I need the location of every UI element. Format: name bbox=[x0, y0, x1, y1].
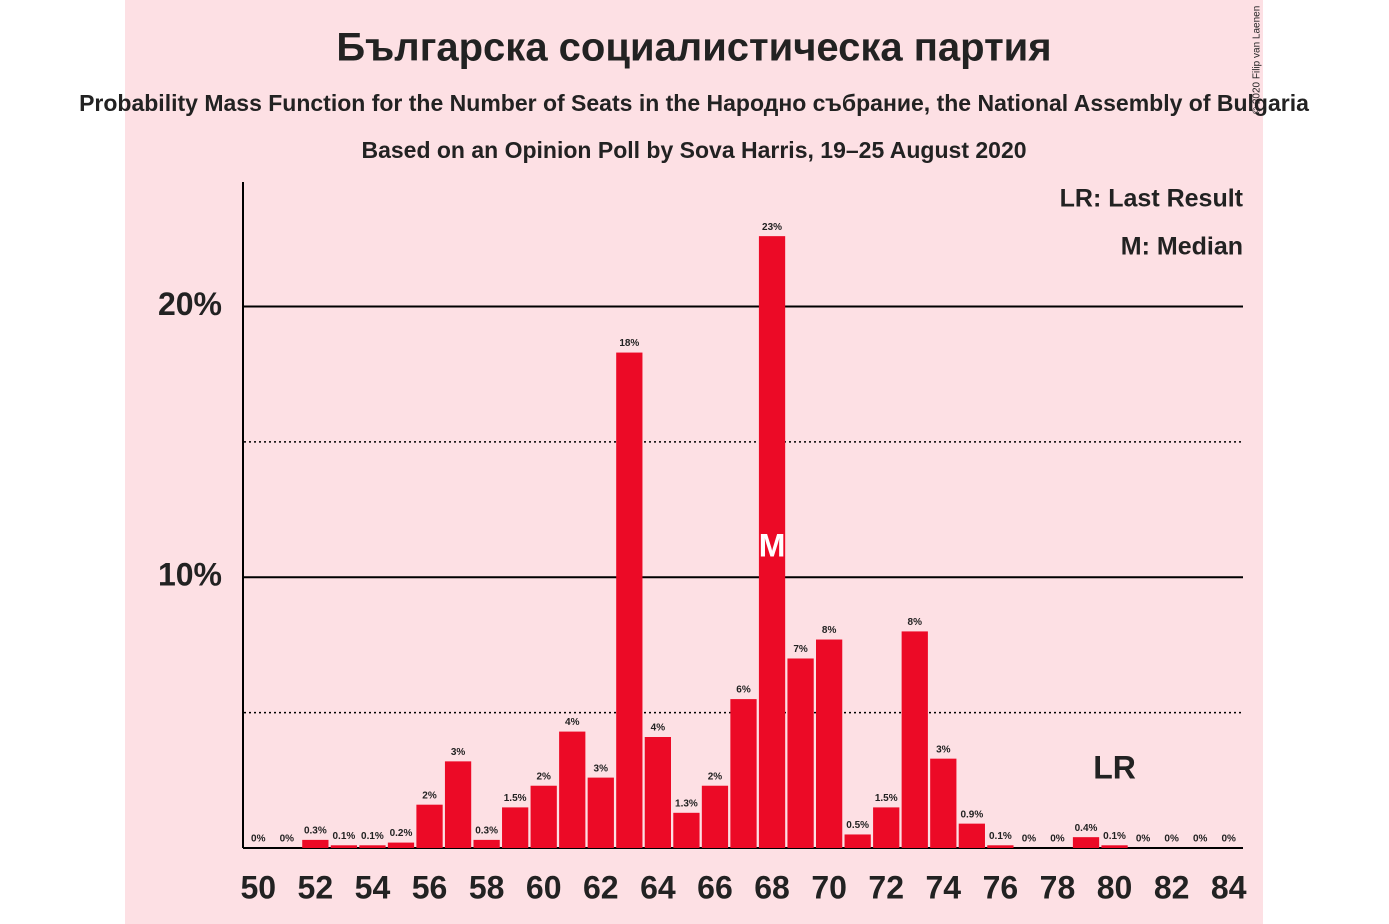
x-tick-label: 74 bbox=[926, 869, 962, 905]
value-label: 0.5% bbox=[846, 820, 869, 831]
value-label: 3% bbox=[451, 747, 466, 758]
x-tick-label: 76 bbox=[983, 869, 1019, 905]
value-label: 23% bbox=[762, 222, 782, 233]
value-label: 0.1% bbox=[333, 831, 356, 842]
annotation: LR bbox=[1093, 749, 1136, 785]
bar bbox=[987, 845, 1014, 848]
value-label: 18% bbox=[619, 338, 639, 349]
value-label: 0% bbox=[1136, 834, 1151, 845]
value-label: 0.1% bbox=[361, 831, 384, 842]
bar bbox=[359, 845, 386, 848]
bar bbox=[873, 807, 900, 848]
y-tick-label: 20% bbox=[158, 286, 222, 322]
bar bbox=[787, 658, 814, 848]
x-tick-label: 62 bbox=[583, 869, 619, 905]
value-label: 0.4% bbox=[1075, 823, 1098, 834]
bar bbox=[730, 699, 757, 848]
bar bbox=[901, 631, 928, 848]
x-tick-label: 70 bbox=[811, 869, 847, 905]
bar bbox=[444, 761, 472, 848]
value-label: 1.3% bbox=[675, 798, 698, 809]
bar bbox=[387, 842, 415, 848]
y-tick-label: 10% bbox=[158, 557, 222, 593]
bar bbox=[559, 731, 586, 848]
value-label: 2% bbox=[422, 790, 437, 801]
x-tick-label: 58 bbox=[469, 869, 505, 905]
x-tick-label: 72 bbox=[868, 869, 904, 905]
x-tick-label: 82 bbox=[1154, 869, 1190, 905]
bar bbox=[758, 236, 786, 848]
x-tick-label: 54 bbox=[355, 869, 391, 905]
value-label: 6% bbox=[736, 685, 751, 696]
bar bbox=[673, 812, 700, 848]
x-tick-label: 84 bbox=[1211, 869, 1247, 905]
bar bbox=[644, 737, 672, 848]
value-label: 1.5% bbox=[875, 793, 898, 804]
x-tick-label: 80 bbox=[1097, 869, 1133, 905]
x-tick-label: 56 bbox=[412, 869, 448, 905]
x-tick-label: 60 bbox=[526, 869, 562, 905]
bar bbox=[616, 352, 643, 848]
value-label: 0.3% bbox=[475, 826, 498, 837]
chart-subtitle: Probability Mass Function for the Number… bbox=[79, 90, 1309, 116]
value-label: 0% bbox=[1050, 834, 1065, 845]
value-label: 0% bbox=[1022, 834, 1037, 845]
bar bbox=[530, 785, 557, 848]
x-tick-label: 64 bbox=[640, 869, 676, 905]
legend-entry: LR: Last Result bbox=[1060, 185, 1244, 213]
value-label: 0% bbox=[280, 834, 295, 845]
chart-source: Based on an Opinion Poll by Sova Harris,… bbox=[361, 137, 1026, 163]
value-label: 0.3% bbox=[304, 826, 327, 837]
x-tick-label: 52 bbox=[298, 869, 334, 905]
value-label: 8% bbox=[822, 625, 837, 636]
value-label: 2% bbox=[536, 771, 551, 782]
value-label: 0.2% bbox=[390, 828, 413, 839]
value-label: 0% bbox=[1193, 834, 1208, 845]
bar bbox=[302, 839, 329, 848]
value-label: 0.9% bbox=[960, 809, 983, 820]
x-tick-label: 50 bbox=[240, 869, 276, 905]
bar bbox=[330, 845, 358, 848]
bar bbox=[815, 639, 843, 848]
value-label: 0% bbox=[1222, 834, 1237, 845]
value-label: 8% bbox=[908, 617, 923, 628]
value-label: 0% bbox=[1164, 834, 1179, 845]
x-tick-label: 66 bbox=[697, 869, 733, 905]
value-label: 7% bbox=[793, 644, 808, 655]
value-label: 2% bbox=[708, 771, 723, 782]
bar bbox=[1072, 837, 1100, 848]
background bbox=[125, 0, 1263, 924]
bar bbox=[930, 758, 957, 848]
bar bbox=[701, 785, 729, 848]
bar bbox=[473, 839, 500, 848]
value-label: 1.5% bbox=[504, 793, 527, 804]
value-label: 0.1% bbox=[1103, 831, 1126, 842]
value-label: 0% bbox=[251, 834, 266, 845]
bar bbox=[416, 804, 443, 848]
bar bbox=[1101, 845, 1128, 848]
value-label: 3% bbox=[594, 763, 609, 774]
value-label: 3% bbox=[936, 744, 951, 755]
legend-entry: M: Median bbox=[1121, 233, 1243, 261]
x-tick-label: 78 bbox=[1040, 869, 1076, 905]
x-tick-label: 68 bbox=[754, 869, 790, 905]
value-label: 4% bbox=[651, 723, 666, 734]
copyright: © 2020 Filip van Laenen bbox=[1252, 6, 1263, 115]
value-label: 0.1% bbox=[989, 831, 1012, 842]
value-label: 4% bbox=[565, 717, 580, 728]
bar bbox=[502, 807, 529, 848]
annotation: M bbox=[759, 527, 786, 563]
bar bbox=[958, 823, 985, 848]
chart-title: Българска социалистическа партия bbox=[336, 26, 1051, 70]
bar bbox=[587, 777, 614, 848]
bar bbox=[844, 834, 871, 848]
